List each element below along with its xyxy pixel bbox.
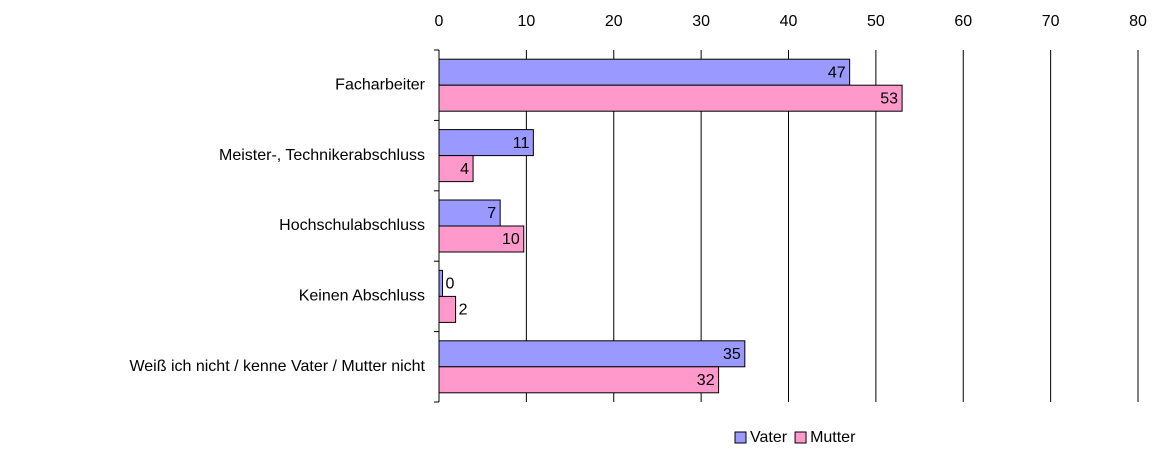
data-label: 35 [723,346,741,363]
data-label: 10 [502,231,520,248]
x-tick-label: 40 [780,13,798,30]
y-tick-label: Weiß ich nicht / kenne Vater / Mutter ni… [129,358,425,375]
data-label: 11 [513,135,530,152]
data-label: 47 [828,64,846,81]
x-tick-label: 60 [954,13,972,30]
bar [438,155,474,183]
x-tick-label: 50 [867,13,885,30]
y-tick-label: Facharbeiter [335,76,425,93]
data-label: 0 [445,276,454,293]
legend-label: Mutter [810,429,856,446]
x-tick-label: 70 [1042,13,1060,30]
legend-swatch [794,431,807,444]
data-label: 7 [487,205,496,222]
bar [438,129,534,157]
x-tick-label: 0 [435,13,444,30]
bar [438,225,525,253]
data-label: 32 [697,372,715,389]
bar [438,295,457,323]
data-label: 4 [460,161,469,178]
bar [438,84,903,112]
x-tick-label: 10 [517,13,535,30]
x-tick-label: 30 [692,13,710,30]
bar [438,58,851,86]
y-tick-label: Hochschulabschluss [279,217,425,234]
y-tick-label: Meister-, Technikerabschluss [219,147,425,164]
y-tick-label: Keinen Abschluss [299,288,425,305]
bar [438,366,720,394]
legend-swatch [734,431,747,444]
bar [438,340,746,368]
data-label: 2 [459,302,468,319]
bar [438,269,443,297]
x-tick-label: 20 [605,13,623,30]
legend-label: Vater [750,429,788,446]
x-tick-label: 80 [1129,13,1147,30]
data-label: 53 [880,90,898,107]
